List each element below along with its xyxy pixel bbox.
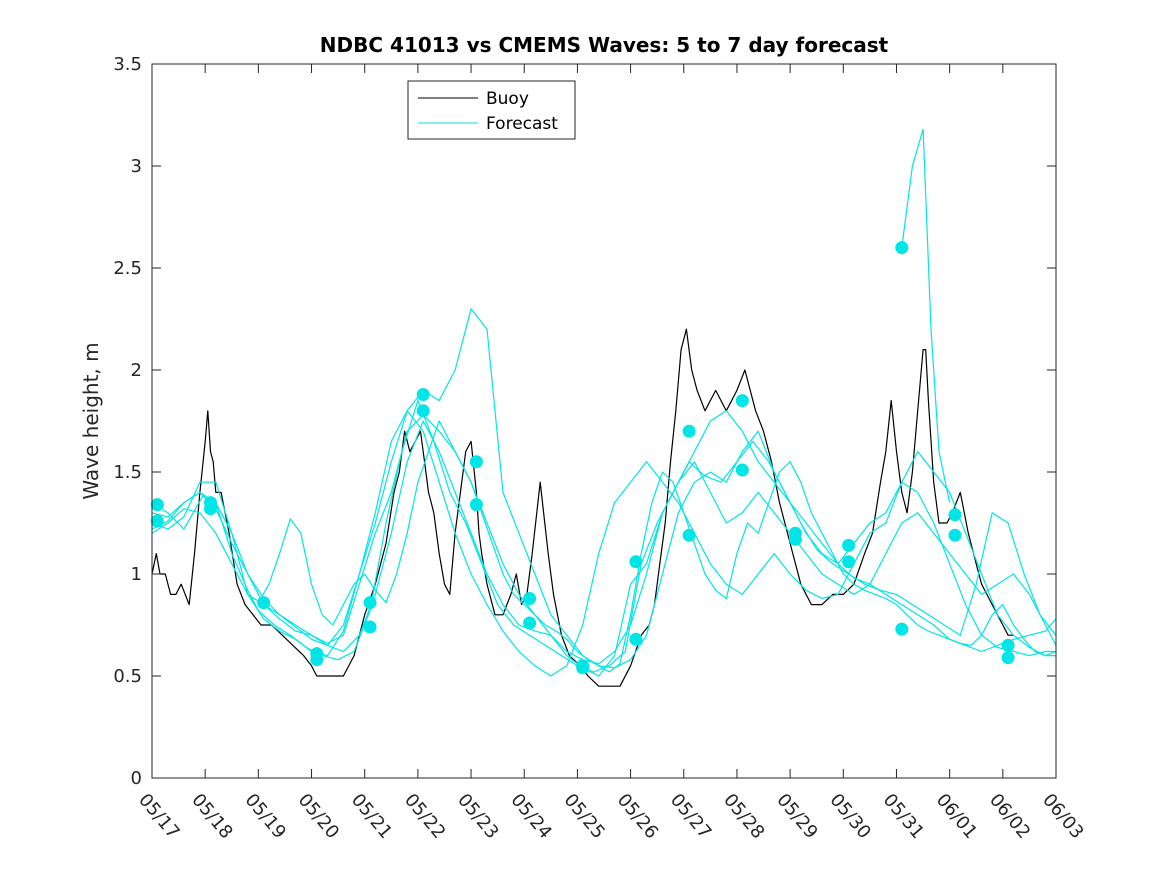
x-tick-label: 05/22 [400, 790, 449, 843]
forecast-start-marker [257, 596, 271, 610]
y-tick-label: 1.5 [113, 462, 142, 483]
x-tick-label: 06/01 [932, 790, 981, 843]
forecast-start-marker [1001, 638, 1015, 652]
forecast-start-marker [469, 498, 483, 512]
forecast-series-line-6 [257, 420, 1056, 673]
plot-frame [151, 63, 1057, 779]
x-tick-label: 05/24 [506, 790, 555, 843]
x-tick-label: 05/26 [613, 790, 662, 843]
forecast-start-marker [416, 404, 430, 418]
forecast-start-marker [895, 622, 909, 636]
forecast-start-marker [842, 555, 856, 569]
forecast-start-marker [363, 596, 377, 610]
x-tick-label: 05/17 [134, 790, 183, 843]
x-tick-label: 05/23 [453, 790, 502, 843]
forecast-series-line-4 [151, 410, 1057, 665]
legend-buoy-label: Buoy [486, 89, 529, 109]
y-axis-ticks: 0 0.5 1 1.5 2 2.5 3 3.5 [113, 54, 1056, 789]
forecast-start-marker [469, 455, 483, 469]
forecast-start-marker [682, 528, 696, 542]
legend: Buoy Forecast [407, 80, 576, 140]
x-tick-label: 05/28 [719, 790, 768, 843]
forecast-start-marker [150, 498, 164, 512]
y-tick-label: 2 [131, 360, 142, 381]
forecast-start-marker [363, 620, 377, 634]
y-tick-label: 0.5 [113, 666, 142, 687]
forecast-spike-line [901, 128, 951, 503]
y-axis-label: Wave height, m [79, 342, 103, 499]
forecast-start-marker [629, 555, 643, 569]
x-tick-label: 05/20 [294, 790, 343, 843]
x-tick-label: 06/03 [1038, 790, 1087, 843]
forecast-start-marker [948, 508, 962, 522]
x-tick-label: 06/02 [985, 790, 1034, 843]
x-tick-label: 05/19 [241, 790, 290, 843]
buoy-series-line [151, 328, 1014, 687]
forecast-series-line-3 [151, 420, 1057, 677]
forecast-start-marker [735, 394, 749, 408]
forecast-start-marker [523, 616, 537, 630]
forecast-start-marker [204, 502, 217, 516]
forecast-start-marker [576, 661, 590, 675]
forecast-start-marker [629, 632, 643, 646]
x-tick-label: 05/30 [825, 790, 874, 843]
forecast-start-marker [735, 463, 749, 477]
forecast-series-line-5 [151, 308, 1057, 669]
forecast-start-marker [1001, 651, 1015, 665]
forecast-start-marker [895, 241, 909, 255]
forecast-start-marker [948, 528, 962, 542]
x-tick-label: 05/18 [187, 790, 236, 843]
x-tick-label: 05/31 [879, 790, 928, 843]
y-tick-label: 3.5 [113, 54, 142, 75]
y-tick-label: 3 [131, 156, 142, 177]
chart-title: NDBC 41013 vs CMEMS Waves: 5 to 7 day fo… [320, 33, 889, 57]
legend-box [407, 80, 576, 140]
forecast-start-marker [150, 514, 164, 528]
forecast-series-line-1 [151, 410, 1056, 677]
y-tick-label: 0 [131, 768, 142, 789]
y-tick-label: 1 [131, 564, 142, 585]
x-tick-label: 05/21 [347, 790, 396, 843]
forecast-start-marker [310, 653, 324, 667]
legend-forecast-label: Forecast [486, 114, 558, 134]
forecast-start-marker [842, 538, 856, 552]
forecast-start-marker [523, 592, 537, 605]
x-axis-ticks: 05/17 05/18 05/19 05/20 05/21 05/22 05/23 05/24… [134, 64, 1088, 843]
forecast-start-marker [682, 424, 696, 438]
x-tick-label: 05/27 [666, 790, 715, 843]
forecast-series-line-2 [151, 400, 1057, 673]
marker-layer [150, 241, 1015, 675]
forecast-start-marker [416, 388, 430, 401]
series-layer [151, 128, 1057, 687]
y-tick-label: 2.5 [113, 258, 142, 279]
x-tick-label: 05/29 [772, 790, 821, 843]
x-tick-label: 05/25 [560, 790, 609, 843]
forecast-start-marker [788, 532, 802, 546]
